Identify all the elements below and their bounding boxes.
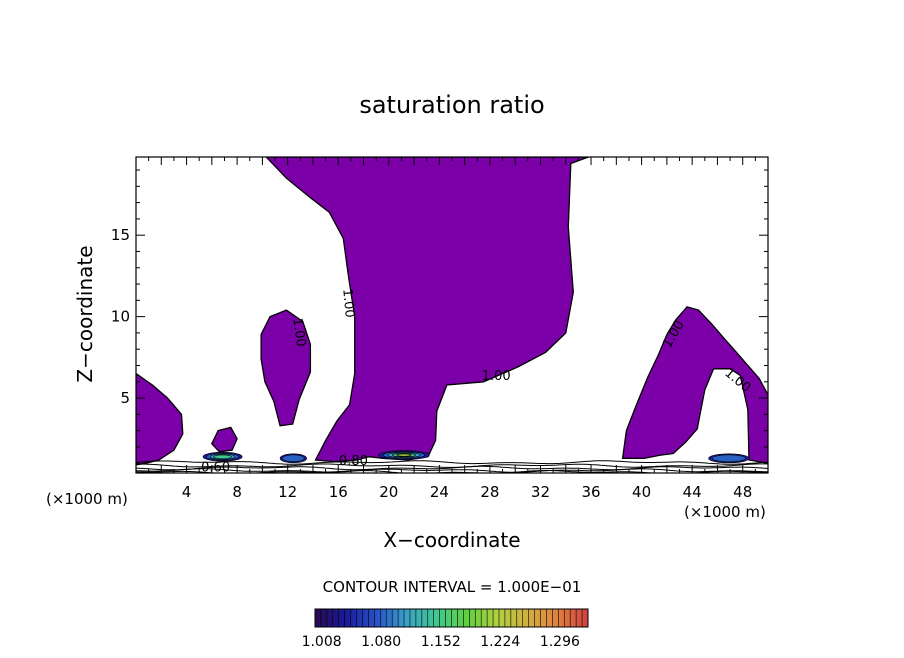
x-tick-label: 44 bbox=[683, 483, 702, 501]
x-tick-label: 16 bbox=[329, 483, 348, 501]
surface-contour-2 bbox=[136, 465, 768, 471]
contour-label-0: 1.00 bbox=[339, 288, 356, 318]
x-tick-label: 24 bbox=[430, 483, 449, 501]
x-tick-label: 48 bbox=[733, 483, 752, 501]
x-tick-label: 4 bbox=[182, 483, 192, 501]
patch-3 bbox=[708, 453, 750, 464]
patch-0-level-3 bbox=[213, 454, 232, 459]
colorbar-tick-label: 1.152 bbox=[421, 634, 461, 650]
colorbar-labels: 1.008 1.080 1.152 1.224 1.296 bbox=[302, 634, 580, 650]
contour-interval: CONTOUR INTERVAL = 1.000E−01 bbox=[323, 578, 582, 596]
colorbar-bins bbox=[320, 609, 583, 627]
surface-contour-1 bbox=[136, 463, 768, 468]
x-tick-label: 40 bbox=[632, 483, 651, 501]
y-axis-label: Z−coordinate bbox=[73, 245, 97, 382]
patch-2-level-4 bbox=[396, 453, 412, 457]
region-central-column bbox=[265, 157, 589, 463]
colorbar-tick-label: 1.008 bbox=[302, 634, 342, 650]
contour-labels: 1.001.001.001.001.000.60 0.80 bbox=[201, 288, 753, 475]
colorbar-tick-label: 1.296 bbox=[540, 634, 580, 650]
y-tick-label: 5 bbox=[120, 389, 130, 407]
x-axis-ticks: 4 8 12 16 20 24 28 32 36 40 44 48 bbox=[135, 157, 769, 501]
supersaturated-regions bbox=[136, 157, 768, 466]
contour-label-1: 1.00 bbox=[289, 317, 308, 348]
contour-label-5: 0.60 bbox=[201, 460, 230, 475]
colorbar-tick-label: 1.224 bbox=[480, 634, 520, 650]
patch-1-level-1 bbox=[282, 454, 305, 463]
x-tick-label: 20 bbox=[379, 483, 398, 501]
region-left-lobe bbox=[260, 309, 312, 427]
contour-label-2: 1.00 bbox=[482, 369, 511, 384]
patch-2 bbox=[378, 450, 430, 460]
x-tick-label: 28 bbox=[480, 483, 499, 501]
patch-3-level-1 bbox=[711, 454, 746, 463]
x-tick-label: 32 bbox=[531, 483, 550, 501]
x-tick-label: 8 bbox=[232, 483, 242, 501]
patch-0 bbox=[202, 451, 243, 462]
x-unit-left: (×1000 m) bbox=[46, 490, 128, 508]
colorbar-tick-label: 1.080 bbox=[361, 634, 401, 650]
colorbar-frame bbox=[314, 608, 589, 628]
x-unit-right: (×1000 m) bbox=[684, 503, 766, 521]
contour-label-6: 0.80 bbox=[339, 454, 368, 469]
surface-contour-0 bbox=[136, 460, 768, 465]
chart-title: saturation ratio bbox=[359, 91, 544, 119]
x-tick-label: 12 bbox=[278, 483, 297, 501]
region-right-arch bbox=[621, 306, 768, 464]
y-tick-label: 15 bbox=[111, 226, 130, 244]
high-value-patches bbox=[202, 450, 750, 464]
x-tick-label: 36 bbox=[581, 483, 600, 501]
patch-1 bbox=[279, 453, 307, 464]
region-left-edge bbox=[136, 372, 184, 466]
region-small-blob-8 bbox=[211, 426, 238, 453]
y-axis-ticks: 5 10 15 bbox=[111, 169, 768, 464]
y-tick-label: 10 bbox=[111, 308, 130, 326]
x-axis-label: X−coordinate bbox=[383, 528, 520, 552]
